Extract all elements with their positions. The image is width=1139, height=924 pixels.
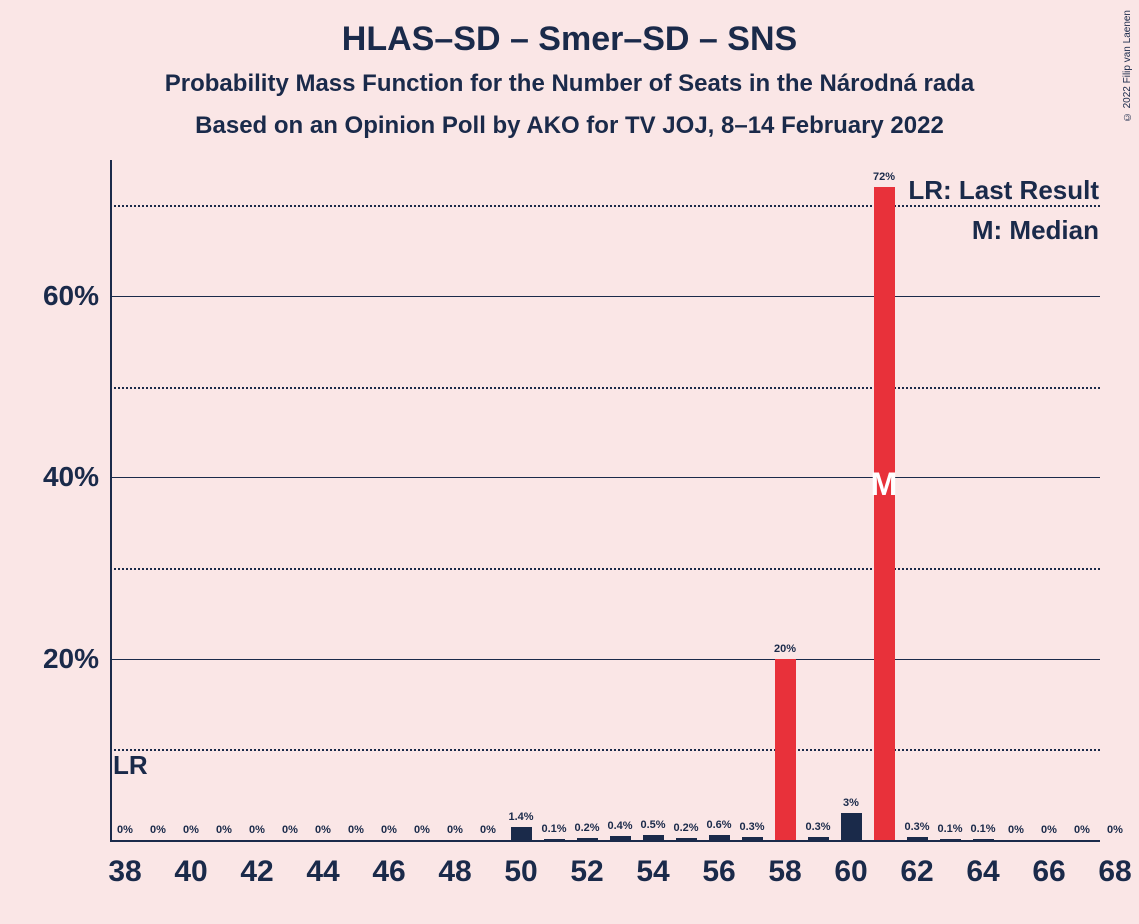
bar xyxy=(874,187,895,840)
bar xyxy=(808,837,829,840)
bar-value-label: 0% xyxy=(1074,824,1090,836)
x-tick-label: 66 xyxy=(1032,855,1065,889)
bar xyxy=(610,836,631,840)
chart-subtitle-1: Probability Mass Function for the Number… xyxy=(0,70,1139,98)
chart-container: HLAS–SD – Smer–SD – SNS Probability Mass… xyxy=(0,0,1139,924)
x-tick-label: 58 xyxy=(768,855,801,889)
x-tick-label: 60 xyxy=(834,855,867,889)
lr-marker: LR xyxy=(113,750,148,781)
x-tick-label: 48 xyxy=(438,855,471,889)
x-tick-label: 38 xyxy=(108,855,141,889)
y-tick-label: 40% xyxy=(19,461,99,493)
bar-value-label: 0% xyxy=(282,824,298,836)
y-tick-label: 60% xyxy=(19,280,99,312)
bar-value-label: 0% xyxy=(414,824,430,836)
bar-value-label: 0% xyxy=(249,824,265,836)
y-tick-label: 20% xyxy=(19,643,99,675)
bar-value-label: 0% xyxy=(348,824,364,836)
x-axis xyxy=(110,840,1100,842)
bar-value-label: 0.3% xyxy=(739,821,764,833)
bar-value-label: 1.4% xyxy=(508,811,533,823)
x-tick-label: 56 xyxy=(702,855,735,889)
x-tick-label: 44 xyxy=(306,855,339,889)
bar-value-label: 0% xyxy=(1008,824,1024,836)
bar-value-label: 0% xyxy=(315,824,331,836)
x-tick-label: 42 xyxy=(240,855,273,889)
chart-title: HLAS–SD – Smer–SD – SNS xyxy=(0,20,1139,59)
x-tick-label: 50 xyxy=(504,855,537,889)
x-tick-label: 68 xyxy=(1098,855,1131,889)
bar-value-label: 0.3% xyxy=(805,821,830,833)
bar-value-label: 0% xyxy=(117,824,133,836)
bar-value-label: 0% xyxy=(1041,824,1057,836)
bar-value-label: 20% xyxy=(774,643,796,655)
bar-value-label: 0% xyxy=(216,824,232,836)
x-tick-label: 46 xyxy=(372,855,405,889)
bar xyxy=(544,839,565,840)
bar-value-label: 0.6% xyxy=(706,819,731,831)
bar xyxy=(973,839,994,840)
bar xyxy=(676,838,697,840)
bar xyxy=(709,835,730,840)
median-marker: M xyxy=(871,466,898,503)
bar-value-label: 0.1% xyxy=(970,823,995,835)
bar xyxy=(907,837,928,840)
bar xyxy=(577,838,598,840)
bar-value-label: 0% xyxy=(447,824,463,836)
bar xyxy=(940,839,961,840)
bar-value-label: 0.3% xyxy=(904,821,929,833)
bar xyxy=(841,813,862,840)
bar-value-label: 0.1% xyxy=(541,823,566,835)
x-tick-label: 54 xyxy=(636,855,669,889)
bar xyxy=(643,835,664,840)
copyright-text: © 2022 Filip van Laenen xyxy=(1122,10,1133,122)
bar xyxy=(775,659,796,840)
bar-value-label: 0.1% xyxy=(937,823,962,835)
chart-subtitle-2: Based on an Opinion Poll by AKO for TV J… xyxy=(0,112,1139,140)
bar-value-label: 3% xyxy=(843,797,859,809)
bar-value-label: 0% xyxy=(1107,824,1123,836)
bar-value-label: 0.2% xyxy=(673,822,698,834)
x-tick-label: 52 xyxy=(570,855,603,889)
bar xyxy=(511,827,532,840)
bar-value-label: 0.2% xyxy=(574,822,599,834)
bar-value-label: 0.4% xyxy=(607,820,632,832)
bar xyxy=(742,837,763,840)
plot-area: 0% 0% 0% 0% 0% 0% 0% 0% 0% 0% 0% 0% 1.4% 0.1% 0.2% 0.4%… xyxy=(110,160,1100,840)
bar-value-label: 72% xyxy=(873,171,895,183)
x-tick-label: 40 xyxy=(174,855,207,889)
bar-value-label: 0.5% xyxy=(640,819,665,831)
bar-value-label: 0% xyxy=(183,824,199,836)
bar-value-label: 0% xyxy=(381,824,397,836)
x-tick-label: 64 xyxy=(966,855,999,889)
bar-value-label: 0% xyxy=(480,824,496,836)
bar-value-label: 0% xyxy=(150,824,166,836)
x-tick-label: 62 xyxy=(900,855,933,889)
